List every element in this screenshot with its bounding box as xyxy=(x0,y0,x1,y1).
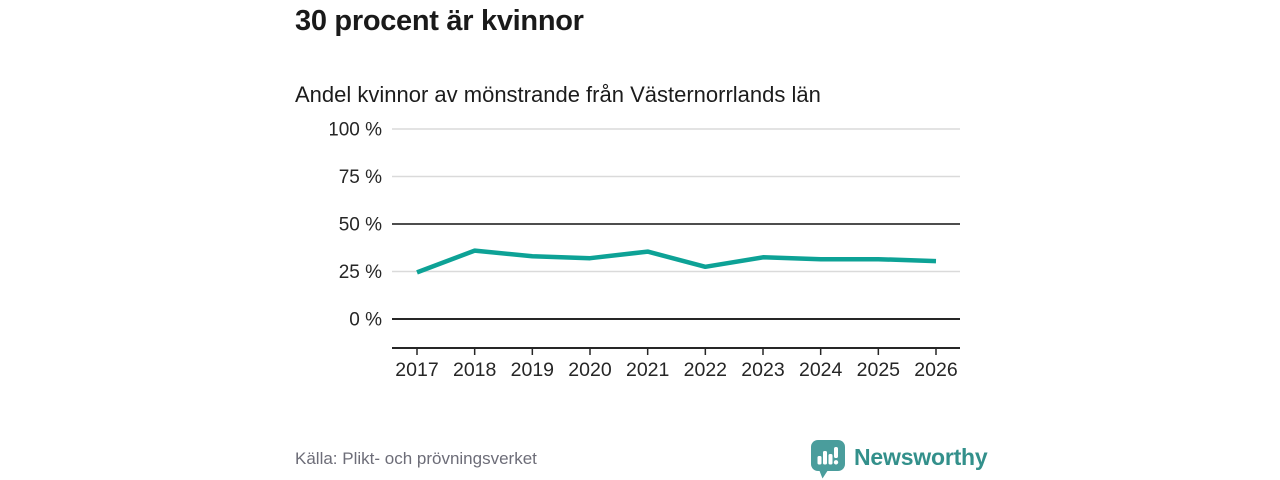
y-tick-label: 75 % xyxy=(339,167,382,188)
y-tick-label: 0 % xyxy=(349,310,382,331)
chart-title: 30 procent är kvinnor xyxy=(295,5,584,37)
x-tick-label: 2026 xyxy=(914,359,957,381)
x-tick-label: 2023 xyxy=(741,359,784,381)
y-tick-label: 50 % xyxy=(339,215,382,236)
chart-subtitle: Andel kvinnor av mönstrande från Västern… xyxy=(295,82,821,107)
newsworthy-logo: Newsworthy xyxy=(811,440,988,479)
newsworthy-icon xyxy=(811,440,845,479)
x-tick-label: 2021 xyxy=(626,359,669,381)
x-tick-label: 2020 xyxy=(568,359,612,381)
newsworthy-wordmark: Newsworthy xyxy=(854,444,988,470)
x-tick-label: 2022 xyxy=(684,359,727,381)
x-tick-label: 2025 xyxy=(857,359,901,381)
data-line-andel-kvinnor xyxy=(416,248,937,275)
x-tick-label: 2019 xyxy=(511,359,554,381)
y-tick-label: 25 % xyxy=(339,262,382,283)
x-tick-label: 2017 xyxy=(395,359,438,381)
source-caption: Källa: Plikt- och prövningsverket xyxy=(295,449,537,468)
x-tick-label: 2018 xyxy=(453,359,496,381)
y-tick-label: 100 % xyxy=(330,120,382,141)
x-tick-label: 2024 xyxy=(799,359,843,381)
line-chart: 0 % 25 % 50 % 75 % 100 % 2017 2018 2019 2020 2021… xyxy=(330,120,960,381)
